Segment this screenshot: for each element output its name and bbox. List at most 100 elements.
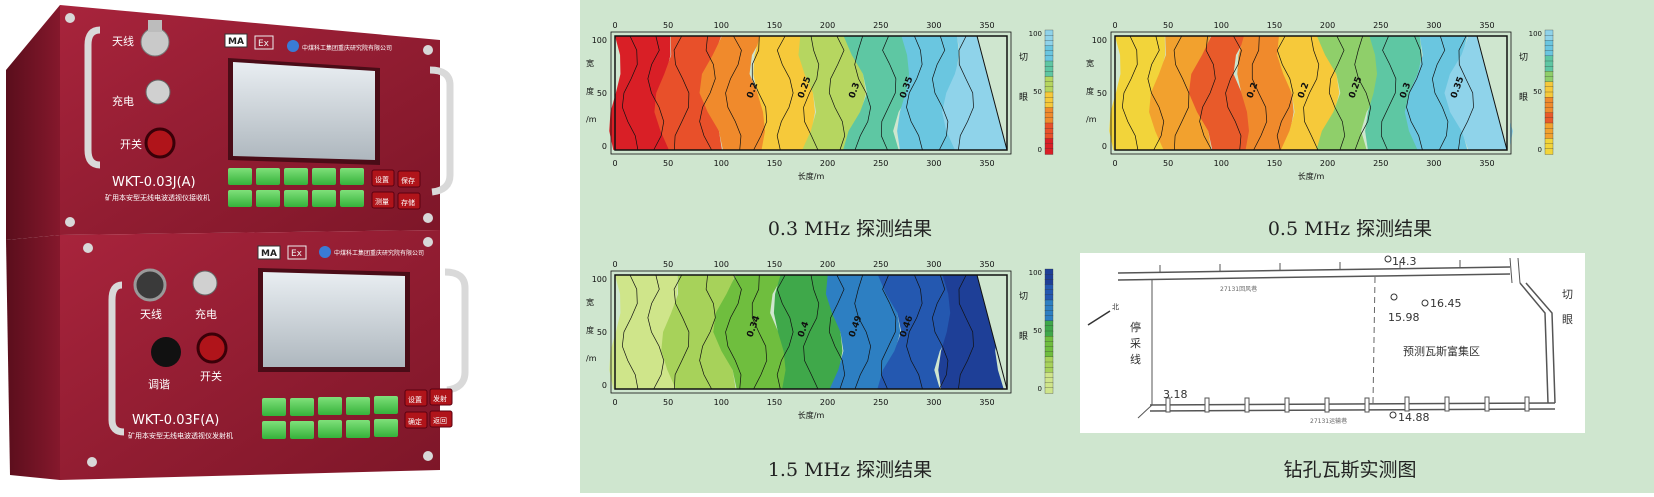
colorbar-cell-18 xyxy=(1044,361,1054,368)
side-label-1: 眼 xyxy=(1019,331,1028,342)
upper-ex-mark: Ex xyxy=(258,39,270,49)
contour-line-12 xyxy=(932,274,949,390)
colorbar-cell-15 xyxy=(1044,107,1054,114)
x-tick-bottom-4: 200 xyxy=(1320,159,1335,168)
colorbar-cell-21 xyxy=(1544,138,1554,145)
colorbar-cell-22 xyxy=(1544,143,1554,150)
colorbar-tick-2: 0 xyxy=(1538,146,1542,154)
borehole-value-2: 15.98 xyxy=(1388,311,1420,324)
side-label-0: 切 xyxy=(1019,291,1028,302)
x-tick-top-2: 100 xyxy=(1214,21,1229,30)
north-label: 北 xyxy=(1112,303,1119,311)
left-label-2: 线 xyxy=(1130,352,1141,366)
colorbar-tick-1: 50 xyxy=(1033,88,1042,96)
colorbar-cell-12 xyxy=(1044,330,1054,337)
colorbar-cell-8 xyxy=(1044,71,1054,78)
colorbar-cell-20 xyxy=(1044,372,1054,379)
x-tick-bottom-4: 200 xyxy=(820,398,835,407)
contour-line-12 xyxy=(1432,35,1449,151)
y-axis-label-2: /m xyxy=(586,354,597,363)
colorbar-cell-8 xyxy=(1544,71,1554,78)
x-tick-bottom-6: 300 xyxy=(926,159,941,168)
x-tick-bottom-7: 350 xyxy=(1479,159,1494,168)
colorbar-tick-2: 0 xyxy=(1038,146,1042,154)
colorbar-cell-4 xyxy=(1044,289,1054,296)
colorbar-cell-10 xyxy=(1044,81,1054,88)
contour-line-13 xyxy=(958,274,974,390)
lower-handle-left-icon xyxy=(108,281,125,436)
cut-line xyxy=(1476,35,1508,151)
colorbar-cell-11 xyxy=(1544,86,1554,93)
lower-label-switch: 开关 xyxy=(200,369,222,383)
contour-line-9 xyxy=(854,35,872,151)
contour-line-6 xyxy=(776,35,794,151)
x-tick-bottom-2: 100 xyxy=(714,398,729,407)
side-label-1: 眼 xyxy=(1519,92,1528,103)
lower-ma-mark: MA xyxy=(261,249,277,259)
x-tick-top-6: 300 xyxy=(926,260,941,269)
x-tick-bottom-1: 50 xyxy=(663,398,673,407)
cut-mask xyxy=(977,275,1010,389)
upper-screen xyxy=(233,62,375,160)
x-axis-label: 长度/m xyxy=(798,171,825,181)
y-axis-label-1: 度 xyxy=(1086,86,1094,96)
colorbar-cell-9 xyxy=(1044,76,1054,83)
colorbar-cell-17 xyxy=(1044,117,1054,124)
colorbar-cell-14 xyxy=(1044,341,1054,348)
x-tick-top-1: 50 xyxy=(663,21,673,30)
side-label-0: 切 xyxy=(1519,52,1528,63)
plot-frame xyxy=(614,274,1008,390)
contour-line-3 xyxy=(699,35,716,151)
colorbar-cell-7 xyxy=(1044,66,1054,72)
borehole-value-3: 3.18 xyxy=(1163,388,1188,401)
x-axis-label: 长度/m xyxy=(1298,171,1325,181)
lower-label-tuning: 调谐 xyxy=(148,377,170,391)
upper-model: WKT-0.03J(A) xyxy=(112,175,196,190)
contour-line-0 xyxy=(1121,35,1139,151)
plot-frame xyxy=(614,35,1008,151)
right-label-1: 眼 xyxy=(1562,313,1573,326)
x-tick-bottom-2: 100 xyxy=(1214,159,1229,168)
colorbar-cell-19 xyxy=(1044,128,1054,134)
upper-keypad: 设置 保存 测量 存储 xyxy=(228,168,421,210)
lower-power-switch-icon xyxy=(196,332,228,364)
color-band-2 xyxy=(699,36,773,150)
x-tick-bottom-7: 350 xyxy=(979,398,994,407)
color-band-1 xyxy=(1149,36,1212,150)
y-tick-1: 50 xyxy=(1097,89,1107,98)
svg-text:确定: 确定 xyxy=(408,417,422,426)
colorbar-cell-0 xyxy=(1544,29,1554,36)
contour-chart-0-5mhz: 0050501001001501502002002502503003003503… xyxy=(1086,21,1554,181)
company-logo-icon xyxy=(287,40,299,52)
contour-line-6 xyxy=(776,274,794,390)
cut-line xyxy=(976,35,1008,151)
contour-line-13 xyxy=(958,35,974,151)
x-tick-bottom-5: 250 xyxy=(1373,159,1388,168)
color-band-0 xyxy=(609,36,671,150)
x-tick-bottom-3: 150 xyxy=(767,398,782,407)
colorbar-cell-5 xyxy=(1044,294,1054,301)
colorbar-cell-6 xyxy=(1044,60,1054,67)
contour-line-1 xyxy=(647,35,665,151)
color-band-1 xyxy=(661,275,736,389)
bottom-road-label: 27131运输巷 xyxy=(1310,417,1347,425)
x-tick-top-5: 250 xyxy=(873,21,888,30)
x-tick-bottom-0: 0 xyxy=(1112,159,1117,168)
color-band-7 xyxy=(1404,36,1468,150)
colorbar-cell-9 xyxy=(1044,315,1054,322)
y-tick-1: 50 xyxy=(597,328,607,337)
y-axis-label-1: 度 xyxy=(586,325,594,335)
x-tick-bottom-2: 100 xyxy=(714,159,729,168)
color-band-3 xyxy=(773,275,843,389)
colorbar-tick-0: 100 xyxy=(1029,30,1042,38)
color-band-5 xyxy=(877,275,959,389)
colorbar-cell-1 xyxy=(1044,274,1054,280)
contour-line-13 xyxy=(1458,35,1474,151)
lower-label-antenna: 天线 xyxy=(140,307,162,321)
color-band-2 xyxy=(1188,36,1257,150)
colorbar-cell-14 xyxy=(1544,102,1554,109)
contour-line-11 xyxy=(906,35,923,151)
color-band-2 xyxy=(713,275,794,389)
colorbar-cell-13 xyxy=(1544,97,1554,103)
antenna-connector-icon xyxy=(140,27,170,57)
